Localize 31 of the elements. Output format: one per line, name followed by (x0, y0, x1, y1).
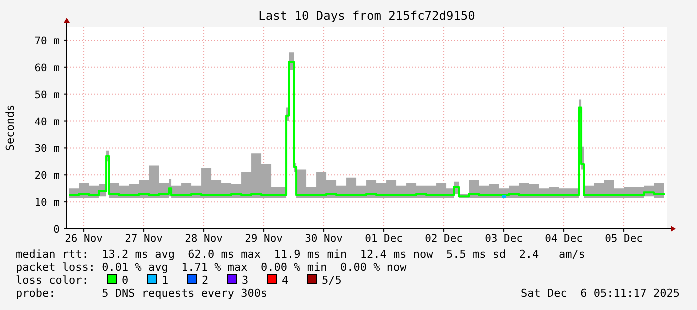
legend-label: 4 (282, 274, 289, 287)
text: median rtt: 13.2 ms avg 62.0 ms max 11.9 ms min 12.4 ms now 5.5 ms sd 2.4 am/s (16, 248, 586, 261)
legend-label: 0 (122, 274, 129, 287)
x-tick-label: 01 Dec (365, 233, 404, 245)
x-tick-label: 28 Nov (185, 233, 224, 245)
x-tick-label: 29 Nov (245, 233, 284, 245)
x-tick-label: 02 Dec (425, 233, 464, 245)
x-tick-label: 03 Dec (485, 233, 524, 245)
text: packet loss: 0.01 % avg 1.71 % max 0.00 % min 0.00 % now (16, 261, 408, 274)
y-tick-label: 30 m (34, 143, 60, 156)
x-tick-label: 04 Dec (545, 233, 584, 245)
y-tick-label: 50 m (34, 89, 60, 102)
y-tick-label: 70 m (34, 35, 60, 48)
legend-label: 5/5 (322, 274, 342, 287)
x-tick-label: 26 Nov (65, 233, 104, 245)
y-axis-title: Seconds (4, 104, 17, 152)
y-tick-label: 40 m (34, 116, 60, 128)
text: Sat Dec 6 05:11:17 2025 (521, 287, 680, 300)
y-tick-label: 0 (54, 224, 60, 236)
legend-label: 1 (162, 274, 169, 287)
text: probe: 5 DNS requests every 300s (16, 287, 268, 300)
y-tick-label: 60 m (34, 62, 60, 74)
legend-label: 2 (202, 274, 209, 287)
y-tick-label: 10 m (34, 197, 60, 210)
legend-title: loss color: (16, 274, 89, 287)
x-tick-label: 05 Dec (605, 233, 644, 245)
legend-label: 3 (242, 274, 249, 287)
chart-title: Last 10 Days from 215fc72d9150 (258, 9, 476, 23)
y-tick-label: 20 m (34, 170, 60, 182)
x-tick-label: 27 Nov (125, 233, 164, 245)
x-tick-label: 30 Nov (305, 233, 344, 245)
